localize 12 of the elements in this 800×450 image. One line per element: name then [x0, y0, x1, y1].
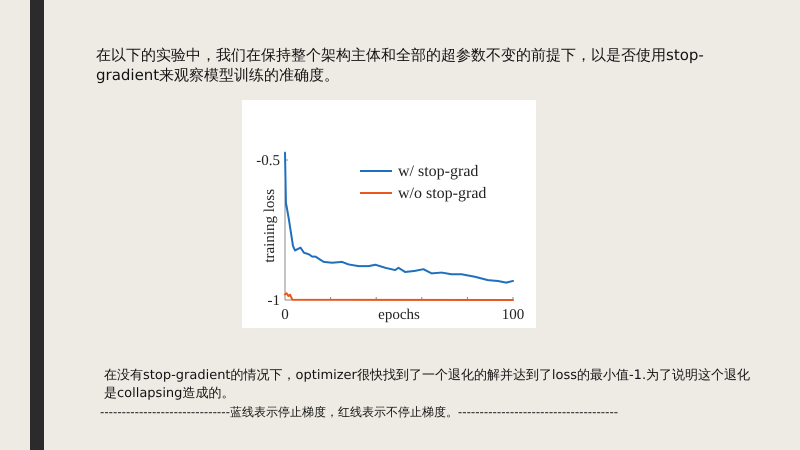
x-tick-label: 0: [281, 307, 289, 323]
x-axis-title: epochs: [378, 307, 420, 323]
text: ------------------------------蓝线表示停止梯度，红线表示不停止梯度。-------------------------------------: [100, 404, 620, 421]
y-tick-label: -1: [268, 293, 280, 309]
x-tick-label: 100: [502, 307, 524, 323]
line-series: [284, 152, 514, 284]
y-tick-label: -0.5: [256, 153, 280, 169]
legend-label: w/o stop-grad: [398, 185, 486, 202]
text: 在没有stop-gradient的情况下，optimizer很快找到了一个退化的解并达到了loss的最小值-1.为了说明这个退化是collapsing造成的。: [104, 367, 752, 403]
chart-title: 在以下的实验中，我们在保持整个架构主体和全部的超参数不变的前提下，以是否使用stop-gradient来观察模型训练的准确度。: [96, 45, 705, 85]
y-axis-title: training loss: [262, 188, 278, 263]
legend-label: w/ stop-grad: [398, 163, 478, 180]
